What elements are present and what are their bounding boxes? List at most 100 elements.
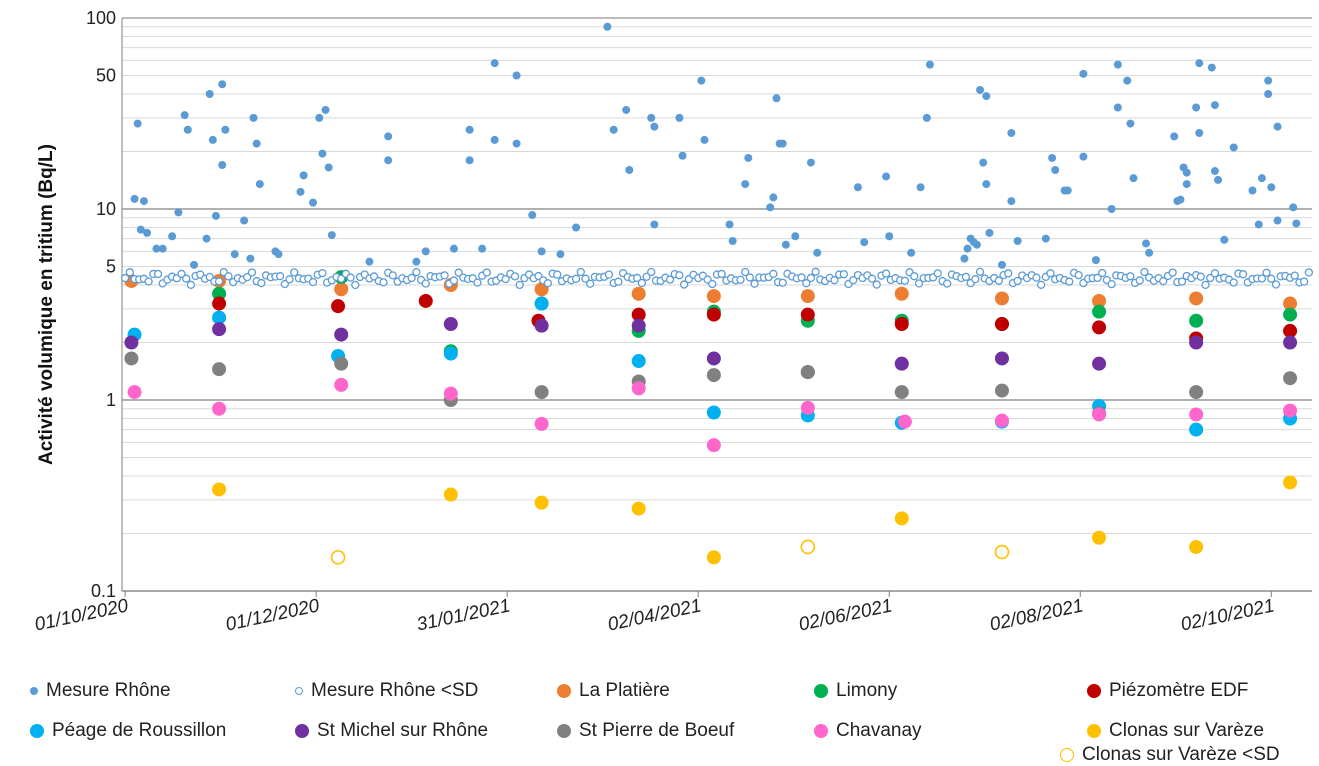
mesure-rh-ne-point: [537, 247, 546, 256]
mesure-rhone-sd-point: [571, 274, 581, 283]
x-tick-label: 02/10/2021: [1179, 595, 1276, 635]
la-plati-re-point: [1189, 291, 1204, 306]
mesure-rh-ne-point: [315, 113, 324, 122]
mesure-rh-ne-point: [202, 234, 211, 243]
mesure-rh-ne-point: [697, 76, 706, 85]
limony-point: [1283, 307, 1298, 322]
mesure-rh-ne-point: [769, 193, 778, 202]
mesure-rh-ne-point: [766, 203, 775, 212]
mesure-rhone-sd-point: [900, 276, 910, 285]
mesure-rhone-sd-point: [943, 279, 952, 288]
mesure-rhone-sd-point: [1013, 276, 1022, 286]
mesure-rhone-sd-point: [614, 277, 623, 286]
mesure-rh-ne-point: [1126, 119, 1135, 128]
mesure-rh-ne-point: [296, 187, 305, 196]
clonas-sur-var-ze-point: [894, 511, 909, 526]
la-plati-re-point: [1283, 296, 1298, 311]
legend-marker: [557, 724, 571, 738]
mesure-rh-ne-point: [1048, 153, 1057, 162]
mesure-rhone-sd-point: [914, 279, 924, 288]
legend-marker: [295, 687, 303, 695]
mesure-rh-ne-point: [1229, 143, 1238, 152]
mesure-rh-ne-point: [1007, 197, 1016, 206]
mesure-rh-ne-point: [885, 232, 894, 241]
pi-zom-tre-edf-point: [331, 299, 346, 314]
mesure-rhone-sd-point: [1290, 271, 1299, 280]
mesure-rhone-sd-point: [1196, 272, 1205, 281]
mesure-rhone-sd-point: [337, 274, 346, 283]
y-tick-label: 0.1: [91, 581, 116, 601]
mesure-rh-ne-point: [240, 216, 249, 225]
mesure-rh-ne-point: [976, 85, 985, 94]
mesure-rhone-sd-point: [1206, 273, 1215, 283]
mesure-rh-ne-point: [781, 240, 790, 249]
mesure-rh-ne-point: [465, 125, 474, 134]
p-age-de-roussillon-point: [706, 405, 721, 420]
legend-marker: [557, 684, 571, 698]
mesure-rhone-sd-point: [153, 269, 163, 279]
mesure-rh-ne-point: [1267, 183, 1276, 192]
st-pierre-de-boeuf-point: [800, 365, 815, 380]
legend-item: St Michel sur Rhône: [295, 720, 488, 742]
mesure-rh-ne-point: [384, 132, 393, 141]
legend-label: Mesure Rhône <SD: [311, 680, 479, 701]
mesure-rh-ne-point: [218, 160, 227, 169]
mesure-rhone-sd-point: [1210, 269, 1220, 278]
mesure-rh-ne-point: [1063, 186, 1072, 195]
mesure-rhone-sd-point: [177, 269, 186, 279]
mesure-rh-ne-point: [183, 125, 192, 134]
p-age-de-roussillon-point: [1189, 422, 1204, 437]
p-age-de-roussillon-point: [212, 310, 227, 325]
mesure-rh-ne-point: [168, 232, 177, 241]
mesure-rh-ne-point: [813, 248, 822, 257]
mesure-rh-ne-point: [1123, 76, 1132, 85]
chavanay-point: [631, 381, 646, 396]
tritium-scatter-chart: 100 50 10 5 1 0.1 Activité volumique en tritiu…: [33, 8, 1314, 636]
pi-zom-tre-edf-point: [994, 316, 1009, 331]
mesure-rh-ne-point: [299, 171, 308, 180]
mesure-rhone-sd-point: [778, 278, 787, 287]
mesure-rhone-sd-point: [1107, 279, 1116, 289]
mesure-rhone-sd-point: [1168, 268, 1177, 277]
legend-item: Mesure Rhône <SD: [295, 680, 478, 702]
mesure-rhone-sd-point: [1304, 268, 1314, 277]
mesure-rhone-sd-point: [1046, 269, 1055, 278]
la-plati-re-point: [631, 286, 646, 301]
chavanay-point: [800, 400, 815, 415]
pi-zom-tre-edf-point: [631, 307, 646, 322]
mesure-rh-ne-point: [925, 60, 934, 69]
clonas-sur-var-ze-sd-point: [330, 550, 346, 565]
mesure-rh-ne-point: [556, 250, 565, 259]
mesure-rhone-sd-point: [1126, 272, 1135, 281]
mesure-rh-ne-point: [609, 125, 618, 134]
mesure-rh-ne-point: [1182, 180, 1191, 189]
mesure-rh-ne-point: [1079, 69, 1088, 78]
mesure-rh-ne-point: [675, 113, 684, 122]
mesure-rh-ne-point: [449, 244, 458, 253]
mesure-rhone-sd-point: [971, 275, 980, 284]
legend-label: St Pierre de Boeuf: [579, 720, 735, 741]
mesure-rh-ne-point: [133, 119, 142, 128]
mesure-rhone-sd-point: [1004, 269, 1013, 278]
mesure-rh-ne-point: [246, 254, 255, 263]
legend-item: Clonas sur Varèze: [1087, 720, 1264, 742]
mesure-rh-ne-point: [136, 225, 145, 234]
mesure-rhone-sd-point: [510, 272, 520, 281]
chavanay-point: [706, 438, 721, 453]
mesure-rh-ne-point: [365, 257, 374, 266]
mesure-rh-ne-point: [1248, 186, 1257, 195]
mesure-rhone-sd-point: [750, 279, 759, 288]
mesure-rhone-sd-point: [741, 267, 750, 277]
mesure-rh-ne-point: [221, 125, 230, 134]
mesure-rhone-sd-point: [421, 279, 430, 288]
mesure-rh-ne-point: [321, 105, 330, 114]
mesure-rh-ne-point: [603, 22, 612, 31]
mesure-rh-ne-point: [1210, 101, 1219, 110]
mesure-rhone-sd-point: [351, 280, 360, 290]
clonas-sur-var-ze-point: [443, 487, 458, 502]
legend-item: Limony: [814, 680, 897, 702]
mesure-rh-ne-point: [853, 183, 862, 192]
mesure-rh-ne-point: [650, 220, 659, 229]
mesure-rhone-sd-point: [454, 268, 463, 277]
p-age-de-roussillon-point: [534, 296, 549, 311]
